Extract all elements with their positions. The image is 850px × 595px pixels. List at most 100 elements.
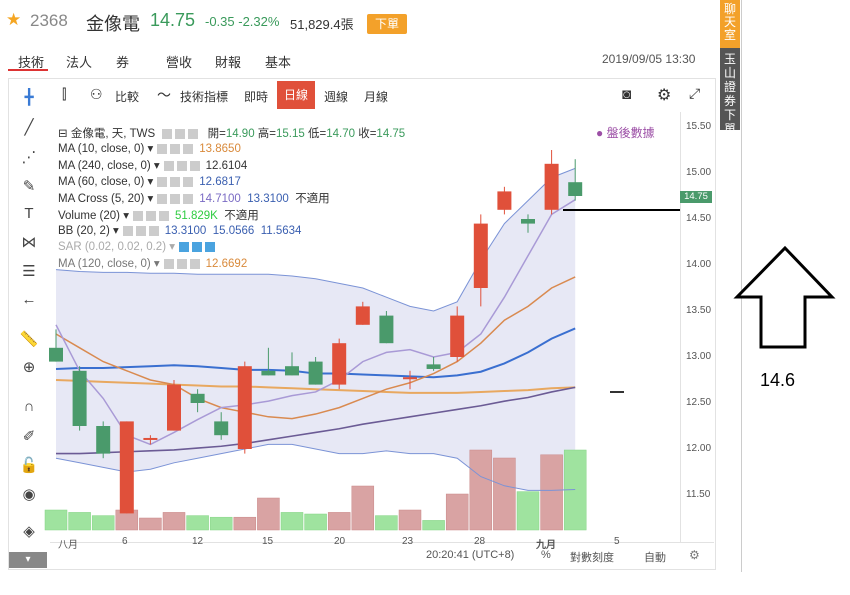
y-tick-label: 14.50: [686, 213, 712, 224]
bb-v2: 15.0566: [212, 225, 255, 237]
timestamp: 2019/09/05 13:30: [602, 52, 696, 66]
volume-bar: [91, 515, 115, 531]
ma60-controls[interactable]: [157, 176, 196, 187]
ma5-line: [55, 199, 576, 446]
broker-order-tab[interactable]: 玉山證券下單: [720, 48, 740, 136]
layers-icon[interactable]: ◈: [23, 523, 35, 540]
fullscreen-icon[interactable]: ⤢: [689, 85, 701, 101]
compare-icon[interactable]: ⚇: [90, 86, 103, 102]
camera-icon[interactable]: ◙: [622, 86, 632, 103]
volume-bar: [375, 515, 398, 531]
symbol-title: 金像電, 天, TWS: [70, 128, 156, 140]
y-tick-label: 13.00: [686, 351, 712, 362]
x-tick-label: 12: [192, 536, 204, 547]
magnet-icon[interactable]: ∩: [23, 398, 35, 415]
ma240-label: MA (240, close, 0): [58, 160, 151, 172]
pattern-icon[interactable]: ⋈: [21, 234, 37, 251]
tab-technical[interactable]: 技術: [18, 55, 45, 70]
ma120-controls[interactable]: [163, 258, 202, 269]
y-tick-label: 12.50: [686, 397, 712, 408]
candle-body: [308, 361, 323, 385]
volume-label: Volume (20): [58, 210, 121, 222]
ma60-label: MA (60, close, 0): [58, 176, 145, 188]
candle-body: [119, 421, 134, 514]
macross-controls[interactable]: [157, 193, 196, 204]
collapse-icon[interactable]: ▾: [9, 552, 47, 568]
percent-toggle[interactable]: %: [541, 549, 551, 561]
chat-room-tab[interactable]: 聊天室: [720, 0, 740, 48]
settings-gear-icon[interactable]: ⚙: [657, 87, 672, 104]
brush-icon[interactable]: ✎: [22, 178, 36, 195]
unlock-icon[interactable]: 🔓: [19, 457, 39, 474]
x-tick-label: 23: [402, 536, 414, 547]
compare-button[interactable]: 比較: [115, 90, 140, 104]
bb-v1: 13.3100: [164, 225, 207, 237]
candle-body: [497, 191, 512, 210]
stock-code: 2368: [30, 11, 68, 30]
volume-bar: [516, 491, 540, 531]
tab-securities[interactable]: 券: [116, 55, 130, 70]
candle-body: [143, 437, 158, 440]
ruler-icon[interactable]: 📏: [19, 331, 39, 348]
legend-ma60: MA (60, close, 0) ▾ 12.6817: [58, 176, 241, 188]
high-label: 高=: [257, 128, 277, 140]
order-button[interactable]: 下單: [367, 14, 407, 34]
candle-body: [403, 377, 417, 380]
bb-band-fill: [56, 168, 576, 491]
realtime-button[interactable]: 即時: [244, 90, 269, 104]
bb-controls[interactable]: [122, 225, 161, 236]
volume-controls[interactable]: [132, 210, 171, 221]
lock-drawing-icon[interactable]: ✐: [22, 428, 36, 445]
favorite-star-icon[interactable]: ★: [6, 10, 22, 29]
sar-controls[interactable]: [179, 241, 218, 252]
candle-type-icon[interactable]: ⫿: [62, 86, 67, 102]
stock-name: 金像電: [86, 14, 140, 34]
weekly-button[interactable]: 週線: [324, 90, 349, 104]
ma10-label: MA (10, close, 0): [58, 143, 145, 155]
legend-controls[interactable]: [162, 128, 201, 139]
candle-body: [521, 219, 535, 224]
log-scale-toggle[interactable]: 對數刻度: [570, 552, 614, 564]
tab-financials[interactable]: 財報: [215, 55, 242, 70]
tab-basics[interactable]: 基本: [265, 55, 292, 70]
volume-bar: [186, 515, 209, 531]
volume-bar: [469, 449, 493, 531]
text-tool-icon[interactable]: T: [24, 205, 34, 222]
ma240-controls[interactable]: [163, 160, 202, 171]
visibility-eye-icon[interactable]: ◉: [22, 486, 36, 503]
fib-icon[interactable]: ☰: [22, 263, 36, 280]
low-label: 低=: [308, 128, 327, 140]
crosshair-icon[interactable]: ╋: [24, 89, 34, 106]
x-axis-line: [50, 542, 714, 543]
indicators-icon[interactable]: 〜: [157, 87, 171, 103]
axis-settings-icon[interactable]: ⚙: [689, 548, 700, 562]
zoom-in-icon[interactable]: ⊕: [22, 359, 36, 376]
x-tick-label: 15: [262, 536, 274, 547]
volume-value: 51.829K: [174, 210, 218, 222]
collapse-legend-icon[interactable]: ⊟: [58, 128, 68, 140]
back-arrow-icon[interactable]: ←: [21, 291, 37, 308]
tab-institutional[interactable]: 法人: [66, 55, 93, 70]
candle-body: [96, 426, 111, 454]
x-tick-label: 5: [614, 536, 620, 547]
x-tick-label: 八月: [58, 540, 78, 551]
bb-upper-line: [55, 167, 576, 312]
bb-v3: 11.5634: [260, 225, 302, 237]
indicators-button[interactable]: 技術指標: [180, 90, 229, 104]
monthly-button[interactable]: 月線: [364, 90, 389, 104]
candle-body: [49, 347, 63, 362]
auto-scale-toggle[interactable]: 自動: [644, 552, 666, 564]
volume-bar: [233, 516, 257, 531]
pitchfork-icon[interactable]: ⋰: [21, 149, 37, 166]
daily-button[interactable]: 日線: [277, 81, 315, 109]
ma10-controls[interactable]: [157, 143, 196, 154]
legend-sar: SAR (0.02, 0.02, 0.2) ▾: [58, 239, 221, 253]
trend-line-icon[interactable]: ╱: [24, 119, 34, 136]
after-hours-data[interactable]: ● 盤後數據: [596, 126, 655, 140]
candle-body: [450, 315, 465, 357]
tab-revenue[interactable]: 營收: [166, 55, 193, 70]
legend-ma10: MA (10, close, 0) ▾ 13.8650: [58, 143, 241, 155]
open-label: 開=: [207, 128, 226, 140]
volume-bar: [139, 517, 162, 531]
